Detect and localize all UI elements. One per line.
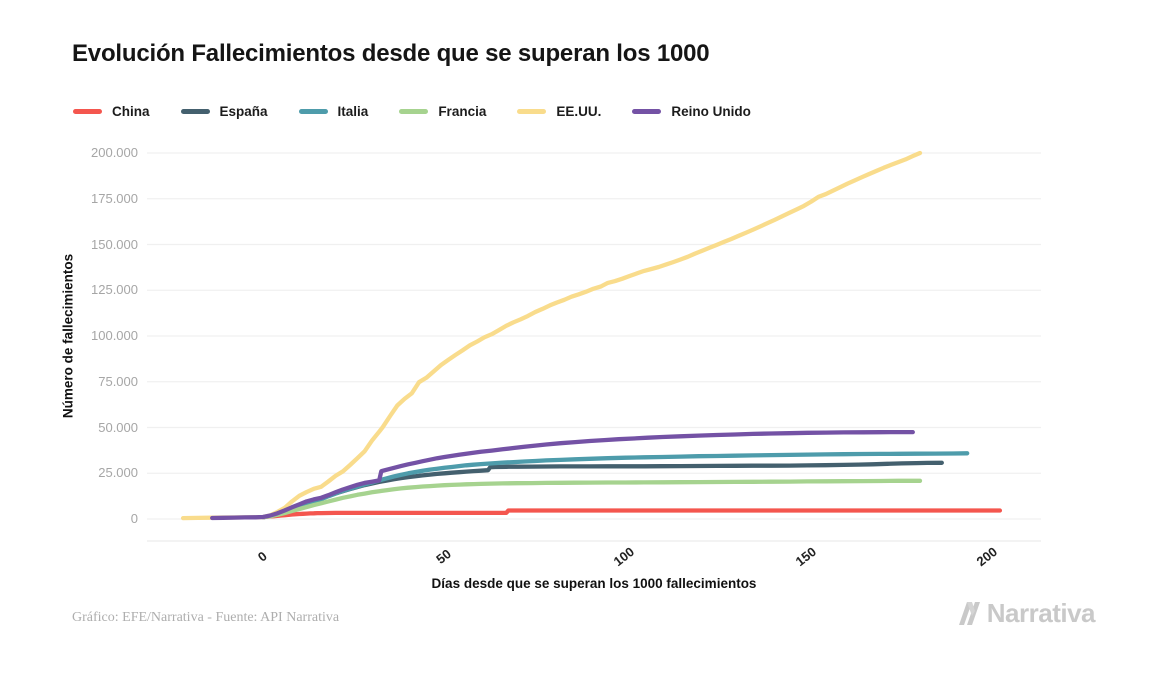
legend-swatch [632, 109, 662, 114]
y-axis-title: Número de fallecimientos [60, 253, 76, 419]
series-line-china [260, 508, 1003, 520]
series-line-reino-unido [210, 429, 915, 521]
series-line-francia [260, 478, 923, 520]
series-line-ee-uu- [180, 150, 923, 521]
legend-item-ee-uu-[interactable]: EE.UU. [517, 104, 601, 119]
legend-swatch [180, 109, 210, 114]
y-axis-tick-label-200000: 200.000 [91, 145, 138, 160]
legend-label: China [112, 104, 150, 119]
y-axis-tick-label-100000: 100.000 [91, 328, 138, 343]
chart-title: Evolución Fallecimientos desde que se su… [72, 40, 710, 67]
legend-label: Italia [337, 104, 369, 119]
narrativa-logo-text: Narrativa [986, 598, 1096, 628]
legend-item-reino-unido[interactable]: Reino Unido [632, 104, 751, 119]
legend-swatch [298, 109, 328, 114]
footer-credit: Gráfico: EFE/Narrativa - Fuente: API Nar… [72, 610, 340, 625]
legend-item-francia[interactable]: Francia [399, 104, 486, 119]
legend-label: Reino Unido [671, 104, 751, 119]
y-axis-tick-label-0: 0 [130, 511, 138, 526]
legend-item-espa-a[interactable]: España [180, 104, 268, 119]
legend-label: EE.UU. [556, 104, 602, 119]
y-axis-tick-label-75000: 75.000 [98, 373, 138, 389]
y-axis-tick-label-175000: 175.000 [91, 190, 138, 206]
legend-label: España [219, 104, 268, 119]
y-axis-tick-label-50000: 50.000 [98, 419, 138, 435]
y-axis-tick-label-150000: 150.000 [91, 236, 138, 252]
legend-swatch [517, 109, 547, 114]
y-axis-tick-label-125000: 125.000 [91, 282, 138, 298]
legend-label: Francia [438, 104, 487, 119]
y-axis-tick-label-25000: 25.000 [98, 465, 138, 481]
x-axis-title: Días desde que se superan los 1000 falle… [431, 576, 757, 591]
legend: China España Italia Francia EE.UU. Reino Unid… [73, 104, 782, 119]
narrativa-n-icon [958, 602, 980, 625]
legend-swatch [73, 109, 102, 114]
legend-item-italia[interactable]: Italia [298, 104, 369, 119]
legend-item-china[interactable]: China [73, 104, 150, 119]
narrativa-logo: Narrativa [956, 598, 1096, 629]
legend-swatch [399, 109, 429, 114]
